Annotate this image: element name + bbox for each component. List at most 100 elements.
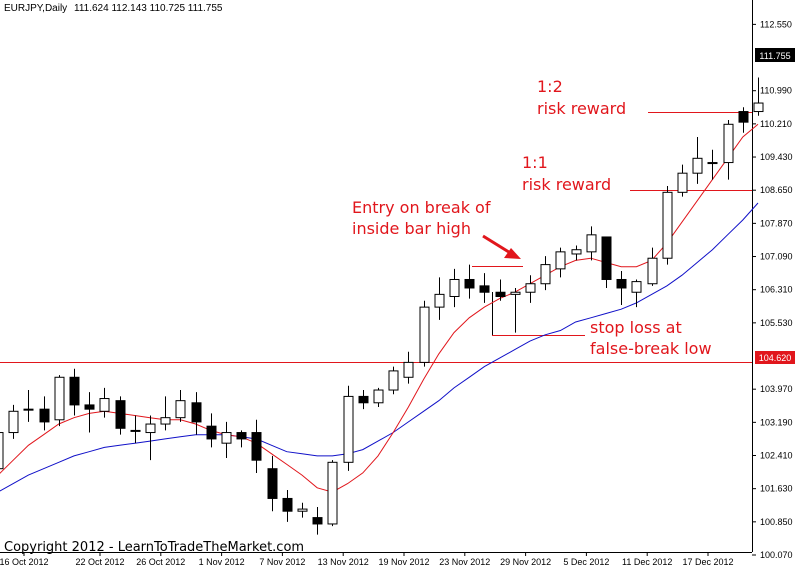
candle-body-bear bbox=[479, 285, 490, 293]
target2-label-text: risk reward bbox=[537, 99, 626, 118]
candle bbox=[692, 137, 703, 184]
current-price-marker: 111.755 bbox=[755, 48, 795, 62]
candle bbox=[373, 387, 384, 408]
candle bbox=[145, 415, 156, 461]
candle bbox=[0, 432, 4, 470]
candle bbox=[175, 390, 186, 422]
candle bbox=[525, 275, 536, 303]
y-tick-label: 109.430 bbox=[760, 152, 793, 162]
candle bbox=[130, 415, 141, 444]
candle bbox=[707, 149, 718, 180]
candle-body-bull bbox=[540, 264, 551, 285]
candle-body-bull bbox=[510, 291, 521, 295]
candle bbox=[39, 396, 50, 431]
x-tick-label: 7 Nov 2012 bbox=[259, 557, 305, 567]
entry-label-line2: inside bar high bbox=[352, 219, 471, 238]
candle-body-bear bbox=[69, 376, 80, 406]
stop-label-line2: false-break low bbox=[590, 339, 712, 358]
x-tick-label: 17 Dec 2012 bbox=[682, 557, 733, 567]
candle bbox=[282, 489, 293, 522]
entry-arrow-shaft bbox=[482, 234, 513, 256]
y-tick-label: 106.310 bbox=[760, 285, 793, 295]
candle-body-bear bbox=[738, 111, 749, 123]
candle-body-bull bbox=[647, 257, 658, 285]
candle bbox=[191, 392, 202, 435]
stop-label-line1: stop loss at bbox=[590, 318, 682, 337]
x-tick-label: 1 Nov 2012 bbox=[199, 557, 245, 567]
candle bbox=[419, 300, 430, 367]
candle-body-bull bbox=[723, 123, 734, 164]
candle-body-bear bbox=[84, 404, 95, 410]
candle-body-bull bbox=[373, 389, 384, 404]
candle bbox=[327, 460, 338, 527]
candle bbox=[8, 404, 19, 439]
y-tick-label: 100.850 bbox=[760, 517, 793, 527]
candle-body-bear bbox=[495, 291, 506, 297]
target2-ratio-text: 1:2 bbox=[537, 77, 563, 96]
candle-body-bear bbox=[282, 497, 293, 512]
candle bbox=[449, 268, 460, 308]
candle bbox=[677, 164, 688, 197]
candle-body-bull bbox=[145, 423, 156, 434]
chart-ohlc: 111.624 112.143 110.725 111.755 bbox=[74, 3, 223, 14]
entry-arrow-head bbox=[504, 248, 521, 259]
candle-body-bull bbox=[434, 293, 445, 308]
candle-body-bull bbox=[327, 461, 338, 525]
y-tick-label: 103.970 bbox=[760, 384, 793, 394]
candle bbox=[69, 368, 80, 416]
candle-body-bull bbox=[175, 400, 186, 419]
x-axis-ticks: 16 Oct 2012 22 Oct 2012 26 Oct 2012 1 Nov 2… bbox=[0, 552, 734, 567]
x-tick-label: 5 Dec 2012 bbox=[563, 557, 609, 567]
candle-body-bull bbox=[662, 191, 673, 259]
candle-body-bear bbox=[267, 468, 278, 499]
candle-body-bear bbox=[464, 278, 475, 289]
chart-symbol: EURJPY,Daily bbox=[4, 3, 67, 14]
y-tick-label: 107.870 bbox=[760, 218, 793, 228]
level-price-box bbox=[755, 351, 795, 364]
candle-body-bull bbox=[99, 398, 110, 412]
candle-body-bull bbox=[631, 281, 642, 293]
candle bbox=[160, 396, 171, 431]
candle bbox=[555, 247, 566, 278]
x-tick-label: 23 Nov 2012 bbox=[439, 557, 490, 567]
candle bbox=[753, 77, 764, 116]
y-tick-label: 105.530 bbox=[760, 318, 793, 328]
ema-slow-line bbox=[0, 202, 759, 492]
level-price-label: 104.620 bbox=[759, 353, 792, 363]
candle bbox=[616, 270, 627, 305]
candle bbox=[251, 419, 262, 473]
candle-body-bull bbox=[23, 408, 34, 411]
candle bbox=[236, 430, 247, 448]
candle-body-bull bbox=[403, 361, 414, 378]
x-tick-label: 29 Nov 2012 bbox=[500, 557, 551, 567]
candle bbox=[221, 421, 232, 459]
candle-body-bear bbox=[115, 400, 126, 429]
candle bbox=[434, 277, 445, 320]
y-tick-label: 110.210 bbox=[760, 119, 792, 129]
x-tick-label: 22 Oct 2012 bbox=[75, 557, 124, 567]
candle-body-bear bbox=[39, 408, 50, 423]
candle bbox=[358, 390, 369, 410]
current-price-label: 111.755 bbox=[759, 51, 790, 61]
candle bbox=[571, 245, 582, 261]
candle-body-bear bbox=[191, 402, 202, 423]
y-tick-label: 102.410 bbox=[760, 451, 793, 461]
y-tick-label: 100.070 bbox=[760, 550, 793, 560]
candle-body-bear bbox=[236, 432, 247, 440]
candle-body-bull bbox=[525, 283, 536, 293]
candle-body-bull bbox=[419, 306, 430, 363]
x-tick-label: 26 Oct 2012 bbox=[136, 557, 185, 567]
y-tick-label: 107.090 bbox=[760, 252, 793, 262]
candle-body-bear bbox=[358, 395, 369, 404]
candle-body-bull bbox=[0, 432, 4, 470]
x-tick-label: 16 Oct 2012 bbox=[0, 557, 49, 567]
candle-body-bull bbox=[160, 417, 171, 425]
level-price-marker: 104.620 bbox=[755, 351, 795, 364]
candle bbox=[738, 107, 749, 133]
candle bbox=[297, 502, 308, 518]
candle-body-bull bbox=[753, 102, 764, 113]
candle-body-bull bbox=[571, 249, 582, 255]
target1-ratio-text: 1:1 bbox=[522, 153, 548, 172]
